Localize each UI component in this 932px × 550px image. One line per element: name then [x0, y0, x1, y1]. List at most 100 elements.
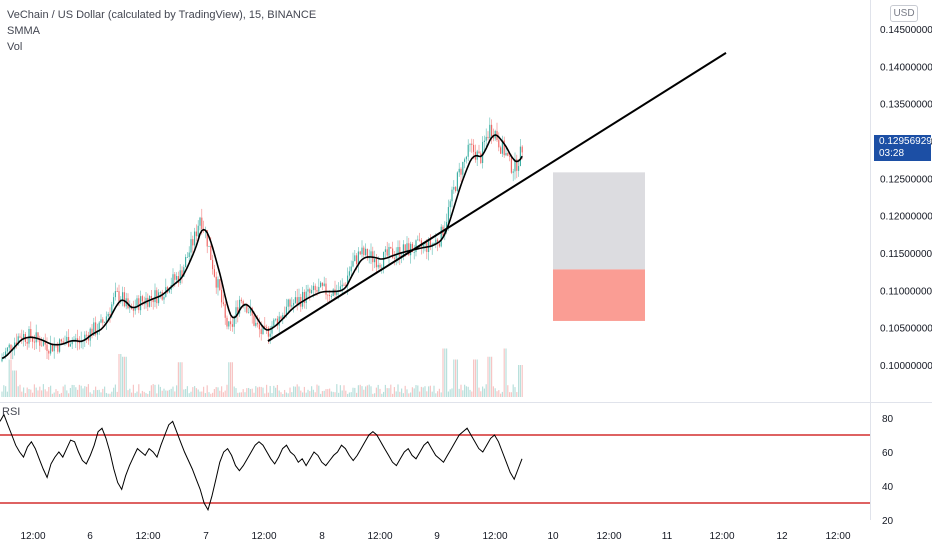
candle-body	[482, 141, 484, 164]
volume-bar	[399, 391, 401, 397]
candle-body	[194, 231, 196, 246]
time-tick-label: 11	[662, 531, 673, 542]
volume-bar	[276, 384, 278, 397]
candle-body	[190, 239, 192, 253]
rsi-tick-label: 20	[882, 516, 894, 527]
volume-bar	[93, 390, 95, 397]
volume-bar	[100, 392, 102, 397]
volume-bar	[383, 391, 385, 397]
volume-bar	[336, 384, 338, 397]
volume-bar	[95, 386, 97, 397]
volume-bar	[467, 386, 469, 397]
volume-bar	[496, 391, 498, 397]
candle-body	[309, 289, 311, 294]
volume-bar	[168, 389, 170, 397]
volume-bar	[343, 385, 345, 397]
candle-body	[46, 344, 48, 351]
candle-body	[361, 247, 363, 255]
candle-body	[15, 342, 17, 345]
candle-body	[487, 136, 489, 139]
candle-body	[105, 316, 107, 322]
last-price-value: 0.12956929	[879, 136, 932, 147]
time-tick-label: 6	[87, 531, 93, 542]
volume-bar	[174, 391, 176, 397]
volume-bar	[487, 356, 489, 397]
candle-body	[285, 306, 287, 316]
volume-bar	[208, 392, 210, 397]
volume-bar	[420, 386, 422, 397]
volume-bar	[332, 391, 334, 397]
candle-body	[60, 339, 62, 342]
candle-body	[217, 279, 219, 288]
candle-body	[327, 294, 329, 296]
volume-bar	[221, 386, 223, 397]
volume-bar	[451, 388, 453, 397]
volume-bar	[84, 386, 86, 397]
volume-bar	[217, 387, 219, 397]
volume-bar	[514, 387, 516, 397]
volume-bar	[359, 384, 361, 397]
volume-bar	[384, 384, 386, 397]
volume-bar	[64, 384, 66, 397]
candle-body	[458, 168, 460, 173]
candle-body	[489, 124, 491, 139]
candle-body	[50, 343, 52, 354]
candle-body	[356, 255, 358, 265]
volume-bar	[516, 392, 518, 397]
volume-bar	[203, 386, 205, 397]
candle-body	[370, 251, 372, 257]
time-tick-label: 12:00	[596, 531, 621, 542]
volume-bar	[491, 356, 493, 397]
candle-body	[226, 317, 228, 327]
trendline[interactable]	[267, 52, 727, 342]
volume-bar	[424, 386, 426, 397]
time-tick-label: 9	[434, 531, 440, 542]
volume-bar	[240, 392, 242, 397]
volume-bar	[492, 386, 494, 397]
candle-body	[179, 270, 181, 284]
volume-bar	[75, 387, 77, 397]
candle-body	[212, 259, 214, 270]
smma-legend[interactable]: SMMA	[7, 25, 40, 37]
candle-body	[206, 230, 208, 247]
volume-bar	[73, 385, 75, 397]
candle-body	[62, 341, 64, 343]
volume-bar	[192, 387, 194, 397]
volume-bar	[262, 387, 264, 397]
candle-body	[500, 147, 502, 154]
symbol-title[interactable]: VeChain / US Dollar (calculated by Tradi…	[7, 9, 317, 21]
volume-bar	[161, 390, 163, 397]
time-axis[interactable]: 12:00 6 12:00 7 12:00 8 12:00 9 12:00 10 12:00 11 12…	[20, 531, 850, 542]
candle-body	[257, 322, 259, 325]
volume-bar	[460, 384, 462, 397]
candle-body	[53, 344, 55, 352]
candle-body	[311, 290, 313, 294]
volume-bar	[86, 386, 88, 397]
rsi-axis[interactable]: 80 60 40 20	[882, 414, 894, 527]
volume-bar	[165, 390, 167, 397]
rsi-legend[interactable]: RSI	[2, 406, 21, 418]
candle-body	[269, 333, 271, 337]
candle-body	[411, 243, 413, 253]
candle-body	[519, 146, 521, 167]
volume-bar	[132, 384, 134, 397]
volume-bar	[498, 390, 500, 397]
position-target-zone[interactable]	[553, 172, 645, 270]
position-stop-zone[interactable]	[553, 269, 645, 321]
volume-legend[interactable]: Vol	[7, 41, 23, 53]
volume-bar	[512, 384, 514, 397]
candle-body	[84, 334, 86, 341]
volume-bar	[134, 393, 136, 397]
time-tick-label: 10	[547, 531, 559, 542]
volume-bar	[89, 392, 91, 397]
volume-bar	[501, 391, 503, 397]
candle-body	[192, 239, 194, 246]
volume-bar	[330, 391, 332, 397]
currency-button[interactable]: USD	[890, 5, 918, 22]
candle-body	[314, 285, 316, 291]
candle-body	[258, 324, 260, 330]
volume-bar	[28, 389, 30, 397]
volume-bar	[334, 392, 336, 397]
candle-body	[197, 225, 199, 237]
